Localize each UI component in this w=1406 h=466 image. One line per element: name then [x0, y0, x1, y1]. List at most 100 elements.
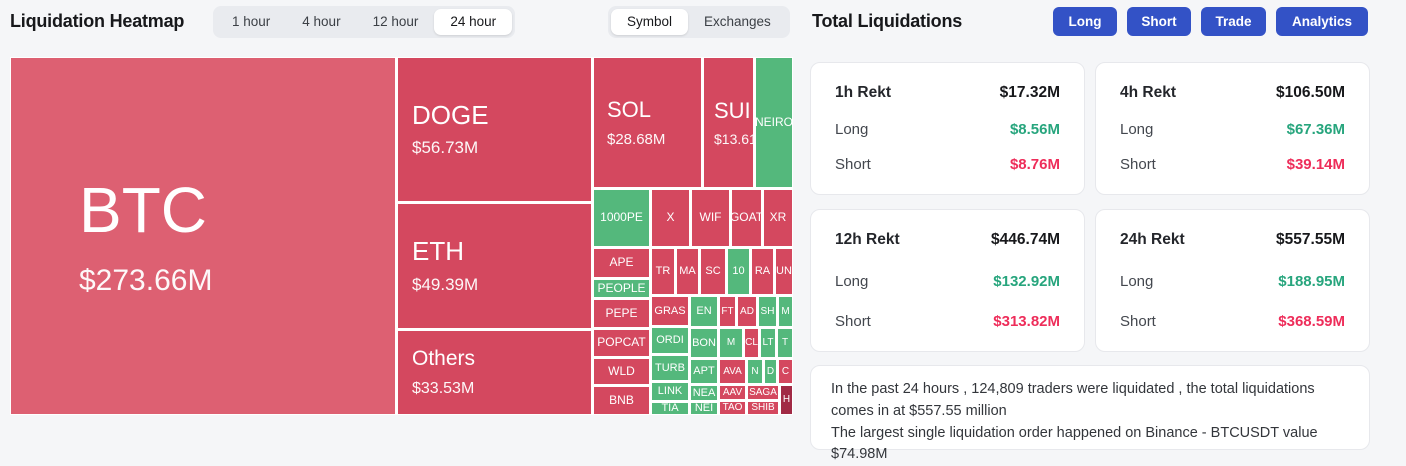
treemap-cell-sol[interactable]: SOL $28.68M [593, 57, 702, 188]
treemap-cell-symbol: ETH [412, 237, 464, 267]
treemap-cell-symbol: POPCAT [597, 336, 645, 350]
card-period: 4h Rekt [1120, 84, 1176, 102]
treemap-cell-sc[interactable]: SC [700, 248, 726, 295]
treemap-cell-ad[interactable]: AD [737, 296, 757, 327]
treemap-cell-nea[interactable]: NEA [690, 385, 718, 401]
short-value: $368.59M [1278, 313, 1345, 330]
treemap-cell-n[interactable]: N [747, 359, 763, 384]
time-range-24hour[interactable]: 24 hour [434, 9, 512, 35]
treemap-cell-symbol: SC [705, 265, 720, 278]
time-range-4hour[interactable]: 4 hour [286, 9, 356, 35]
page-title: Liquidation Heatmap [10, 11, 184, 32]
treemap-cell-goat[interactable]: GOAT [731, 189, 762, 247]
treemap-cell-sui[interactable]: SUI$13.61M [703, 57, 754, 188]
treemap-cell-popcat[interactable]: POPCAT [593, 329, 650, 357]
time-range-1hour[interactable]: 1 hour [216, 9, 286, 35]
treemap-cell-symbol: NEIRO [755, 116, 793, 130]
rekt-card-4h: 4h Rekt $106.50M Long $67.36M Short $39.… [1095, 62, 1370, 195]
long-button[interactable]: Long [1053, 7, 1117, 36]
treemap-cell-shib[interactable]: SHIB [747, 401, 779, 415]
treemap-cell-symbol: PEOPLE [597, 282, 645, 296]
treemap-cell-cl[interactable]: CL [744, 328, 759, 358]
short-button[interactable]: Short [1127, 7, 1191, 36]
treemap-cell-tr[interactable]: TR [651, 248, 675, 295]
treemap-cell-ft[interactable]: FT [719, 296, 736, 327]
rekt-card-12h: 12h Rekt $446.74M Long $132.92M Short $3… [810, 209, 1085, 352]
treemap-cell-value: $28.68M [607, 131, 665, 148]
treemap-cell-gras[interactable]: GRAS [651, 296, 689, 326]
treemap-cell-ava[interactable]: AVA [719, 359, 746, 384]
treemap-cell-saga[interactable]: SAGA [747, 385, 779, 400]
treemap-cell-x[interactable]: X [651, 189, 690, 247]
treemap-cell-turb[interactable]: TURB [651, 355, 689, 381]
treemap-cell-1000pe[interactable]: 1000PE [593, 189, 650, 247]
short-value: $313.82M [993, 313, 1060, 330]
treemap-cell-others[interactable]: Others$33.53M [397, 330, 592, 415]
view-mode-toggle: Symbol Exchanges [608, 6, 790, 38]
treemap-cell-btc[interactable]: BTC$273.66M [10, 57, 396, 415]
treemap-cell-symbol: TURB [655, 362, 685, 375]
treemap-cell-link[interactable]: LINK [651, 382, 689, 401]
treemap-cell-ordi[interactable]: ORDI [651, 327, 689, 354]
treemap-cell-lt[interactable]: LT [760, 328, 776, 358]
treemap-cell-en[interactable]: EN [690, 296, 718, 327]
treemap-cell-people[interactable]: PEOPLE [593, 279, 650, 298]
treemap-cell-symbol: M [727, 337, 735, 349]
treemap-cell-nei[interactable]: NEI [690, 402, 718, 415]
treemap-cell-symbol: X [666, 211, 674, 225]
long-label: Long [1120, 273, 1153, 290]
treemap-cell-apt[interactable]: APT [690, 359, 718, 384]
liquidation-summary: In the past 24 hours , 124,809 traders w… [810, 365, 1370, 450]
trade-button[interactable]: Trade [1201, 7, 1266, 36]
treemap-cell-symbol: XR [770, 211, 787, 225]
view-mode-exchanges[interactable]: Exchanges [688, 9, 787, 35]
treemap-cell-d[interactable]: D [764, 359, 777, 384]
treemap-cell-symbol: EN [696, 305, 711, 318]
treemap-cell-neiro[interactable]: NEIRO [755, 57, 793, 188]
treemap-cell-wld[interactable]: WLD [593, 358, 650, 385]
treemap-cell-10[interactable]: 10 [727, 248, 750, 295]
treemap-cell-symbol: SOL [607, 97, 651, 122]
treemap-cell-value: $56.73M [412, 138, 478, 158]
card-total: $446.74M [991, 231, 1060, 249]
treemap-cell-symbol: MA [679, 265, 696, 278]
short-value: $39.14M [1287, 156, 1345, 173]
treemap-cell-t[interactable]: T [777, 328, 793, 358]
treemap-cell-symbol: DOGE [412, 101, 489, 131]
treemap-cell-xr[interactable]: XR [763, 189, 793, 247]
treemap-cell-m[interactable]: M [719, 328, 743, 358]
treemap-cell-c[interactable]: C [778, 359, 793, 384]
treemap-cell-pepe[interactable]: PEPE [593, 299, 650, 328]
rekt-card-24h: 24h Rekt $557.55M Long $188.95M Short $3… [1095, 209, 1370, 352]
treemap-cell-tia[interactable]: TIA [651, 402, 689, 415]
long-label: Long [835, 121, 868, 138]
treemap-cell-symbol: N [751, 366, 758, 378]
analytics-button[interactable]: Analytics [1276, 7, 1368, 36]
treemap-cell-symbol: 10 [732, 265, 744, 278]
treemap-cell-doge[interactable]: DOGE $56.73M [397, 57, 592, 202]
short-label: Short [1120, 156, 1156, 173]
treemap-cell-wif[interactable]: WIF [691, 189, 730, 247]
treemap-cell-symbol: TIA [661, 402, 678, 415]
time-range-12hour[interactable]: 12 hour [357, 9, 435, 35]
treemap-cell-aav[interactable]: AAV [719, 385, 746, 400]
summary-line-1: In the past 24 hours , 124,809 traders w… [831, 379, 1349, 423]
treemap-cell-eth[interactable]: ETH $49.39M [397, 203, 592, 329]
treemap-cell-ape[interactable]: APE [593, 248, 650, 278]
treemap-cell-un[interactable]: UN [775, 248, 793, 295]
treemap-cell-ma[interactable]: MA [676, 248, 699, 295]
treemap-cell-sh[interactable]: SH [758, 296, 777, 327]
treemap-cell-symbol: GOAT [731, 211, 762, 225]
treemap-cell-tao[interactable]: TAO [719, 401, 746, 415]
card-period: 1h Rekt [835, 84, 891, 102]
view-mode-symbol[interactable]: Symbol [611, 9, 688, 35]
treemap-cell-value: $49.39M [412, 275, 478, 295]
treemap-cell-bnb[interactable]: BNB [593, 386, 650, 415]
treemap-cell-bon[interactable]: BON [690, 328, 718, 358]
treemap-cell-symbol: BON [692, 337, 716, 350]
treemap-cell-m[interactable]: M [778, 296, 793, 327]
treemap-cell-symbol: WIF [700, 211, 722, 225]
treemap-cell-ra[interactable]: RA [751, 248, 774, 295]
treemap-cell-value: $13.61M [714, 131, 754, 147]
treemap-cell-h[interactable]: H [780, 385, 793, 415]
